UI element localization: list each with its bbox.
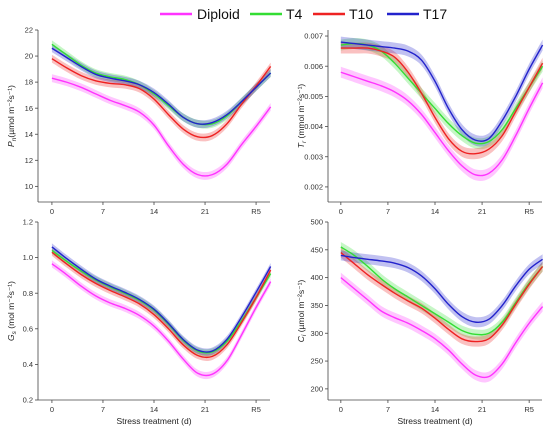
- x-tick-label: 7: [386, 207, 390, 216]
- x-tick-label: 0: [339, 405, 343, 414]
- series-line-t10: [51, 251, 272, 359]
- y-tick-label: 10: [25, 182, 33, 191]
- series-line-diploid: [340, 277, 544, 379]
- confidence-band-t10: [340, 247, 543, 347]
- y-tick-label: 400: [310, 273, 323, 282]
- y-axis-title: Pn(µmol m⁻²s⁻¹): [6, 85, 18, 147]
- x-tick-label: 7: [101, 405, 105, 414]
- x-tick-label: 14: [431, 207, 439, 216]
- y-tick-label: 0.8: [23, 289, 33, 298]
- x-tick-label: 21: [478, 405, 486, 414]
- x-axis-title: Stress treatment (d): [397, 416, 472, 426]
- series-line-t4: [340, 246, 544, 336]
- y-tick-label: 0.006: [304, 62, 323, 71]
- chart-panel-top-right: 0.002 0.003 0.004 0.005 0.006 0.007 0 7 14 21 R5 Tr…: [296, 30, 544, 216]
- confidence-band-diploid: [51, 74, 271, 180]
- x-tick-label: 21: [201, 207, 209, 216]
- series-line-t17: [340, 41, 544, 142]
- series-line-t17: [340, 254, 544, 323]
- legend: Diploid T4 T10 T17: [160, 6, 447, 22]
- y-tick-label: 0.2: [23, 396, 33, 405]
- legend-label-t10: T10: [349, 6, 373, 22]
- chart-panel-bottom-right: 200 250 300 350 400 450 500 0 7 14 21 R5 Stress trea…: [296, 218, 544, 426]
- x-tick-label: R5: [251, 405, 261, 414]
- series-line-t17: [51, 47, 272, 125]
- confidence-band-t4: [340, 242, 543, 340]
- x-tick-label: R5: [251, 207, 261, 216]
- legend-entry-t4: T4: [250, 6, 303, 22]
- legend-label-t4: T4: [286, 6, 303, 22]
- y-tick-label: 12: [25, 156, 33, 165]
- plot-area: [340, 36, 544, 182]
- y-tick-label: 0.6: [23, 324, 33, 333]
- legend-entry-t17: T17: [387, 6, 447, 22]
- y-axis-title: Gs (mol m⁻²s⁻¹): [6, 281, 18, 341]
- x-tick-label: R5: [524, 207, 534, 216]
- plot-area: [51, 40, 272, 180]
- y-axis-title: Ci (µmol m⁻²s⁻¹): [296, 280, 308, 343]
- y-tick-label: 16: [25, 104, 33, 113]
- series-line-t10: [340, 47, 544, 155]
- series-line-t17: [51, 246, 272, 353]
- x-tick-label: 14: [431, 405, 439, 414]
- series-line-diploid: [51, 263, 272, 377]
- y-tick-label: 0.007: [304, 32, 323, 41]
- y-tick-label: 0.004: [304, 122, 323, 131]
- legend-entry-t10: T10: [313, 6, 373, 22]
- series-line-diploid: [51, 77, 272, 177]
- y-tick-label: 350: [310, 301, 323, 310]
- chart-panel-top-left: 10 12 14 16 18 20 22 0 7 14 21 R5 Pn(µmol m⁻²s⁻¹): [6, 26, 272, 216]
- x-tick-label: 0: [50, 207, 54, 216]
- plot-area: [51, 243, 272, 380]
- series-line-t10: [340, 252, 544, 343]
- y-tick-label: 18: [25, 78, 33, 87]
- series-line-t4: [51, 249, 272, 354]
- y-tick-label: 0.4: [23, 360, 33, 369]
- x-tick-label: 7: [101, 207, 105, 216]
- y-tick-label: 20: [25, 52, 33, 61]
- y-tick-label: 0.003: [304, 152, 323, 161]
- plot-area: [340, 242, 544, 383]
- y-tick-label: 200: [310, 384, 323, 393]
- y-axis-title: Tr (mmol m⁻²s⁻¹): [296, 84, 308, 149]
- legend-label-t17: T17: [423, 6, 447, 22]
- confidence-band-t17: [340, 36, 543, 147]
- y-tick-label: 1.0: [23, 253, 33, 262]
- x-tick-label: 21: [201, 405, 209, 414]
- x-tick-label: 14: [150, 207, 158, 216]
- y-tick-label: 0.002: [304, 183, 323, 192]
- legend-label-diploid: Diploid: [197, 6, 240, 22]
- confidence-band-diploid: [340, 66, 543, 182]
- y-tick-label: 14: [25, 130, 33, 139]
- x-tick-label: 21: [478, 207, 486, 216]
- x-tick-label: R5: [524, 405, 534, 414]
- series-line-t4: [340, 42, 544, 145]
- series-line-diploid: [340, 71, 544, 177]
- y-tick-label: 450: [310, 245, 323, 254]
- y-tick-label: 0.005: [304, 92, 323, 101]
- confidence-band-t4: [340, 38, 543, 150]
- x-tick-label: 7: [386, 405, 390, 414]
- y-tick-label: 22: [25, 26, 33, 35]
- y-tick-label: 250: [310, 357, 323, 366]
- legend-entry-diploid: Diploid: [160, 6, 240, 22]
- x-tick-label: 14: [150, 405, 158, 414]
- chart-panel-bottom-left: 0.2 0.4 0.6 0.8 1.0 1.2 0 7 14 21 R5 Stress treatme…: [6, 218, 272, 426]
- y-tick-label: 1.2: [23, 218, 33, 227]
- x-axis-title: Stress treatment (d): [116, 416, 191, 426]
- x-tick-label: 0: [50, 405, 54, 414]
- confidence-band-t4: [51, 40, 271, 129]
- x-tick-label: 0: [339, 207, 343, 216]
- y-tick-label: 300: [310, 329, 323, 338]
- series-line-t10: [51, 58, 272, 139]
- y-tick-label: 500: [310, 218, 323, 227]
